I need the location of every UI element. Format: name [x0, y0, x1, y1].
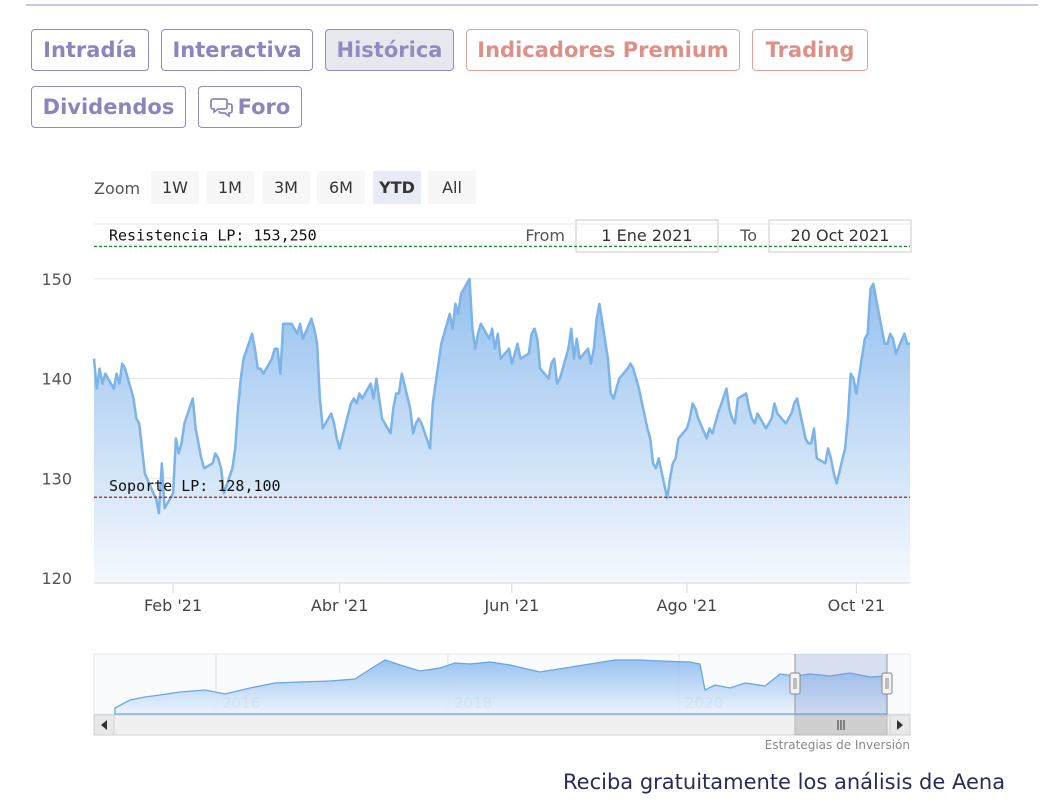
x-tick-label: Feb '21: [144, 596, 202, 615]
to-date-value: 20 Oct 2021: [791, 226, 890, 245]
tab-label: Foro: [237, 95, 291, 119]
y-tick-label: 120: [41, 569, 72, 588]
tab-label: Intradía: [43, 38, 137, 62]
chat-bubbles-icon: [209, 96, 234, 118]
tab-indicadores-premium[interactable]: Indicadores Premium: [466, 29, 740, 71]
arrow-right-icon: [897, 720, 903, 730]
zoom-button-ytd[interactable]: [373, 171, 421, 204]
y-axis: 120 130 140 150: [41, 270, 72, 588]
x-tick-label: Oct '21: [828, 596, 886, 615]
zoom-button-label: YTD: [378, 178, 415, 197]
annotation-label: Resistencia LP: 153,250: [109, 226, 317, 244]
zoom-button-label: 1W: [162, 178, 188, 197]
zoom-button-6m[interactable]: [317, 171, 365, 204]
tab-label: Histórica: [336, 38, 443, 62]
zoom-bar: Zoom 1W 1M 3M 6M YTD All: [94, 171, 476, 204]
tab-foro[interactable]: Foro: [198, 86, 302, 128]
zoom-button-1w[interactable]: [151, 171, 199, 204]
tab-label: Trading: [765, 38, 855, 62]
tab-trading[interactable]: Trading: [752, 29, 868, 71]
annotation-label: Soporte LP: 128,100: [109, 477, 281, 495]
x-tick-label: Ago '21: [657, 596, 718, 615]
zoom-button-1m[interactable]: [206, 171, 254, 204]
navigator-series: [114, 659, 888, 715]
arrow-left-icon: [101, 720, 107, 730]
tab-label: Indicadores Premium: [477, 38, 729, 62]
zoom-button-label: 6M: [329, 178, 353, 197]
y-tick-label: 140: [41, 370, 72, 389]
zoom-button-3m[interactable]: [262, 171, 310, 204]
to-label: To: [739, 226, 757, 245]
tab-label: Interactiva: [172, 38, 302, 62]
tab-dividendos[interactable]: Dividendos: [31, 86, 186, 128]
grip-icon: [837, 720, 845, 730]
range-selector: From 1 Ene 2021 To 20 Oct 2021: [525, 219, 912, 253]
navigator-selection[interactable]: [795, 654, 887, 714]
price-area: [94, 278, 910, 583]
x-tick-label: Jun '21: [483, 596, 539, 615]
credits[interactable]: Estrategias de Inversión: [765, 738, 910, 752]
navigator-left-handle[interactable]: [789, 672, 801, 695]
x-tick-label: Abr '21: [311, 596, 369, 615]
zoom-button-label: All: [442, 178, 462, 197]
y-tick-label: 150: [41, 270, 72, 289]
from-date-value: 1 Ene 2021: [601, 226, 692, 245]
footer-cta[interactable]: Reciba gratuitamente los análisis de Aen…: [563, 770, 1006, 794]
scrollbar-track[interactable]: [93, 714, 911, 736]
annotations: Resistencia LP: 153,250 Soporte LP: 128,1…: [94, 226, 910, 498]
zoom-button-label: 3M: [274, 178, 298, 197]
zoom-label: Zoom: [94, 179, 140, 198]
zoom-button-label: 1M: [218, 178, 242, 197]
top-divider: [26, 4, 1038, 6]
tab-intradia[interactable]: Intradía: [31, 29, 149, 71]
x-axis: Feb '21 Abr '21 Jun '21 Ago '21 Oct '21: [94, 582, 910, 615]
tab-interactiva[interactable]: Interactiva: [161, 29, 313, 71]
tab-label: Dividendos: [42, 95, 175, 119]
y-tick-label: 130: [41, 469, 72, 488]
price-line: [92, 277, 910, 515]
tab-historica[interactable]: Histórica: [325, 29, 454, 71]
navigator-right-handle[interactable]: [881, 672, 893, 695]
zoom-button-all[interactable]: [428, 171, 476, 204]
from-label: From: [525, 226, 565, 245]
navigator: 201620182020 Estrategias de Inversión: [93, 653, 911, 752]
